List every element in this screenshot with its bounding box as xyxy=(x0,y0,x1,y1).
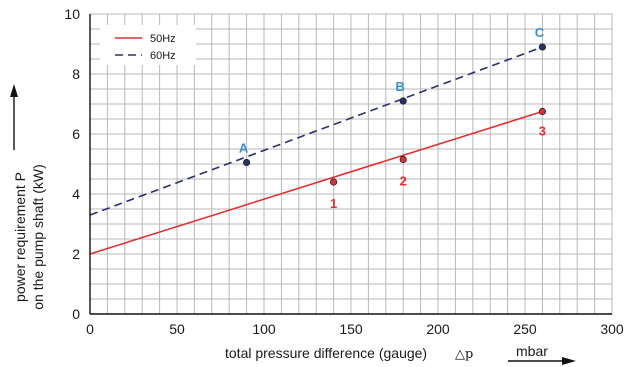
y-tick-label: 4 xyxy=(72,186,80,202)
x-axis-arrow-head xyxy=(562,357,576,365)
x-tick-label: 200 xyxy=(426,321,450,337)
point-label-b: B xyxy=(396,79,405,94)
y-tick-label: 2 xyxy=(72,246,80,262)
y-tick-label: 0 xyxy=(72,306,80,322)
x-tick-label: 150 xyxy=(339,321,363,337)
data-point-a xyxy=(243,158,251,167)
x-tick-label: 300 xyxy=(600,321,624,337)
tick-labels: 0 50 100 150 200 250 300 0 2 4 6 8 10 xyxy=(64,6,623,337)
series-line-50hz xyxy=(89,110,543,255)
point-label-3: 3 xyxy=(539,124,546,139)
x-tick-label: 250 xyxy=(513,321,537,337)
data-markers: 1 2 3 A B C xyxy=(239,25,546,211)
legend-label-50hz: 50Hz xyxy=(150,33,176,45)
point-label-a: A xyxy=(239,141,249,156)
data-point-2 xyxy=(399,155,407,164)
x-axis-unit: mbar xyxy=(516,343,548,359)
legend-label-60hz: 60Hz xyxy=(150,50,176,62)
y-axis-arrow-head xyxy=(10,84,18,97)
axes xyxy=(89,13,613,315)
x-axis-label-text: total pressure difference (gauge) xyxy=(225,345,427,361)
legend-box xyxy=(100,25,196,65)
data-point-b xyxy=(399,97,407,105)
y-tick-label: 6 xyxy=(72,126,80,142)
point-label-2: 2 xyxy=(400,174,407,189)
x-axis-label: total pressure difference (gauge) △p mba… xyxy=(225,343,576,365)
point-label-1: 1 xyxy=(330,196,337,211)
point-label-c: C xyxy=(535,25,545,40)
x-tick-label: 100 xyxy=(252,321,276,337)
data-point-1 xyxy=(329,178,338,186)
y-tick-label: 8 xyxy=(72,66,80,82)
series-lines xyxy=(89,46,543,255)
series-line-60hz xyxy=(89,46,543,216)
y-axis-label: power requirement P on the pump shaft (k… xyxy=(10,84,46,310)
x-axis-label-symbol: △p xyxy=(455,347,473,362)
data-point-3 xyxy=(538,107,547,116)
x-tick-label: 50 xyxy=(169,321,185,337)
y-axis-label-line2: on the pump shaft (kW) xyxy=(30,164,46,310)
y-axis-label-line1: power requirement P xyxy=(12,172,28,302)
data-point-c xyxy=(538,43,547,51)
legend: 50Hz 60Hz xyxy=(100,25,196,65)
y-tick-label: 10 xyxy=(64,6,80,22)
x-tick-label: 0 xyxy=(86,321,94,337)
